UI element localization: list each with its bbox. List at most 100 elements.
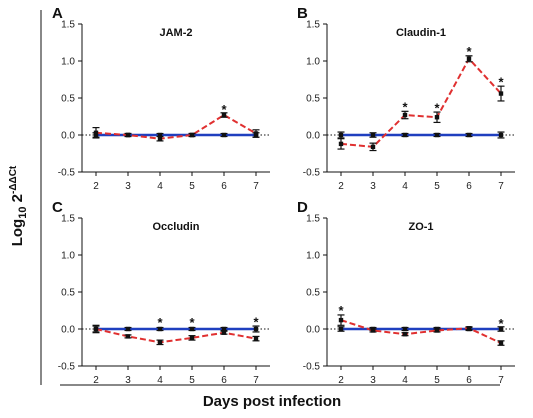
panel-title: JAM-2 [159,27,192,39]
y-tick-label: 1.0 [61,57,75,68]
y-tick-label: 0.5 [61,94,75,105]
data-point [434,132,440,138]
x-tick-label: 6 [221,375,227,386]
data-point [189,335,195,341]
x-tick-label: 5 [189,181,195,192]
y-tick-label: 1.0 [61,251,75,262]
series-line [95,328,257,344]
x-tick-label: 5 [434,375,440,386]
x-axis-title: Days post infection [203,393,341,410]
series-dashed [92,324,260,346]
data-point [402,132,408,138]
data-point [221,330,227,335]
significance-marker: * [434,100,440,115]
data-point [221,326,227,332]
panel-label: A [52,5,63,22]
x-tick-label: 4 [402,375,408,386]
y-tick-label: 0.5 [61,288,75,299]
panel-label: B [297,5,308,22]
x-tick-label: 6 [466,375,472,386]
x-tick-label: 6 [466,181,472,192]
y-tick-label: 1.5 [61,20,75,31]
y-axis-title-subscript: 10 [17,207,29,219]
x-tick-label: 2 [93,181,99,192]
panel-title: Occludin [152,221,199,233]
significance-marker: * [157,315,163,330]
data-point [402,331,408,337]
data-point [338,317,344,323]
y-tick-label: 1.0 [306,251,320,262]
x-tick-label: 5 [189,375,195,386]
y-tick-label: 1.5 [306,20,320,31]
x-tick-label: 2 [338,375,344,386]
y-tick-label: 0.5 [306,94,320,105]
series-solid [337,131,505,139]
y-axis-title: Log10 2-ΔΔCt [8,165,29,246]
data-point [466,56,472,61]
significance-marker: * [253,314,259,329]
data-point [338,132,344,138]
y-tick-label: 1.0 [306,57,320,68]
panel-title: ZO-1 [408,221,433,233]
series-line [340,57,502,148]
data-point [434,115,440,120]
panel-a: A JAM-2 -0.5 0.0 0.5 1.0 1.5 2 3 4 5 6 7 * [52,5,270,192]
data-point [402,112,408,118]
panel-label: D [297,199,308,216]
y-tick-label: 1.5 [61,214,75,225]
data-point [370,144,376,150]
data-point [466,326,472,331]
x-tick-label: 7 [253,181,259,192]
y-tick-label: 1.5 [306,214,320,225]
series-dashed [92,112,260,142]
significance-marker: * [402,100,408,115]
data-point [466,132,472,138]
x-tick-label: 4 [402,181,408,192]
data-point [370,132,376,138]
data-point [434,328,440,333]
data-point [125,132,131,138]
y-tick-label: -0.5 [58,362,76,373]
x-tick-label: 7 [498,181,504,192]
panels: A JAM-2 -0.5 0.0 0.5 1.0 1.5 2 3 4 5 6 7 * B Claudin-1 -… [52,5,515,386]
significance-marker: * [338,303,344,318]
data-point [93,326,99,332]
y-tick-label: 0.0 [61,325,75,336]
x-tick-label: 7 [253,375,259,386]
data-point [498,132,504,138]
y-tick-label: 0.0 [61,131,75,142]
significance-marker: * [498,316,504,331]
data-point [157,340,163,345]
y-tick-label: 0.5 [306,288,320,299]
y-tick-label: 0.0 [306,325,320,336]
data-point [338,326,344,332]
y-axis-title-base: Log [9,219,26,247]
x-tick-label: 7 [498,375,504,386]
data-point [157,136,163,141]
data-point [498,340,504,346]
panel-c: C Occludin -0.5 0.0 0.5 1.0 1.5 2 3 4 5 6 7 * * * [52,199,270,386]
data-point [370,328,376,333]
series-dashed [337,55,505,152]
y-tick-label: -0.5 [303,168,321,179]
x-tick-label: 6 [221,181,227,192]
x-tick-label: 5 [434,181,440,192]
data-point [93,130,99,135]
x-tick-label: 2 [93,375,99,386]
data-point [338,141,344,147]
series-line [340,319,502,344]
x-tick-label: 3 [370,181,376,192]
panel-d: D ZO-1 -0.5 0.0 0.5 1.0 1.5 2 3 4 5 6 7 * * [297,199,515,386]
data-point [221,112,227,118]
y-tick-label: 0.0 [306,131,320,142]
data-point [402,326,408,332]
x-tick-label: 4 [157,181,163,192]
significance-marker: * [466,44,472,59]
significance-marker: * [498,74,504,89]
significance-marker: * [221,102,227,117]
data-point [498,91,504,96]
data-point [253,336,259,341]
panel-label: C [52,199,63,216]
data-point [125,326,131,332]
